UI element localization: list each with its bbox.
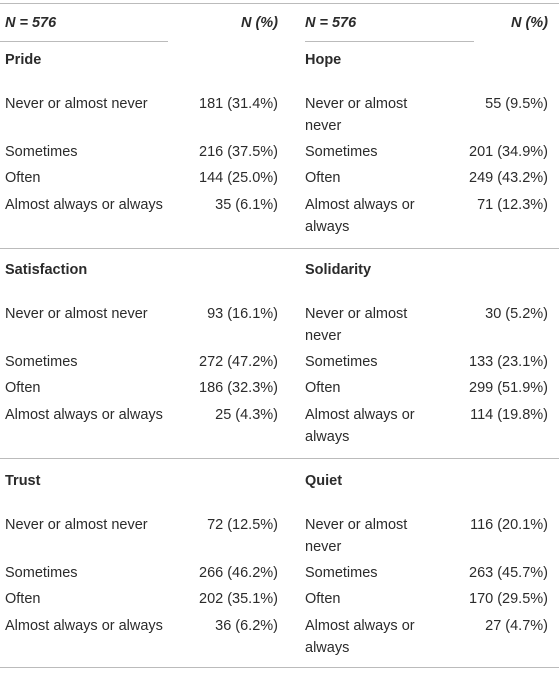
row-label: Sometimes bbox=[5, 354, 78, 370]
section-title: Hope bbox=[305, 52, 342, 68]
row-value: 30 (5.2%) bbox=[485, 306, 548, 322]
row-label: Often bbox=[5, 380, 41, 396]
row-label: Never or almost never bbox=[305, 517, 408, 555]
row-value: 201 (34.9%) bbox=[469, 144, 548, 160]
row-value: 181 (31.4%) bbox=[199, 96, 278, 112]
row-label: Sometimes bbox=[305, 144, 378, 160]
row-label: Almost always or always bbox=[305, 618, 415, 656]
section-title: Quiet bbox=[305, 473, 343, 489]
row-value: 299 (51.9%) bbox=[469, 380, 548, 396]
row-label: Never or almost never bbox=[5, 96, 148, 112]
row-value: 249 (43.2%) bbox=[469, 170, 548, 186]
row-label: Almost always or always bbox=[305, 197, 415, 235]
row-value: 133 (23.1%) bbox=[469, 354, 548, 370]
row-label: Almost always or always bbox=[305, 407, 415, 445]
row-value: 266 (46.2%) bbox=[199, 565, 278, 581]
header-cell: N = 576 bbox=[305, 15, 357, 31]
header-cell: N (%) bbox=[240, 15, 278, 31]
section-title: Solidarity bbox=[305, 262, 372, 278]
row-value: 114 (19.8%) bbox=[470, 407, 548, 423]
header-cell: N = 576 bbox=[5, 15, 57, 31]
row-label: Never or almost never bbox=[305, 96, 408, 134]
rule bbox=[0, 458, 559, 459]
row-value: 116 (20.1%) bbox=[470, 517, 548, 533]
row-value: 71 (12.3%) bbox=[477, 197, 548, 213]
section-title: Pride bbox=[5, 52, 42, 68]
row-label: Never or almost never bbox=[5, 517, 148, 533]
rule bbox=[0, 3, 559, 4]
row-value: 55 (9.5%) bbox=[485, 96, 548, 112]
row-value: 202 (35.1%) bbox=[199, 591, 278, 607]
row-value: 72 (12.5%) bbox=[207, 517, 278, 533]
row-label: Almost always or always bbox=[5, 407, 163, 423]
row-label: Sometimes bbox=[305, 354, 378, 370]
header-cell: N (%) bbox=[510, 15, 548, 31]
row-value: 186 (32.3%) bbox=[199, 380, 278, 396]
row-label: Often bbox=[305, 380, 341, 396]
row-value: 170 (29.5%) bbox=[469, 591, 548, 607]
row-value: 27 (4.7%) bbox=[485, 618, 548, 634]
rule bbox=[305, 41, 474, 42]
rule bbox=[0, 248, 559, 249]
row-label: Sometimes bbox=[5, 565, 78, 581]
row-label: Sometimes bbox=[305, 565, 378, 581]
row-value: 25 (4.3%) bbox=[215, 407, 278, 423]
section-title: Trust bbox=[5, 473, 41, 489]
row-label: Often bbox=[305, 170, 341, 186]
row-value: 263 (45.7%) bbox=[469, 565, 548, 581]
row-value: 35 (6.1%) bbox=[215, 197, 278, 213]
section-title: Satisfaction bbox=[5, 262, 88, 278]
row-label: Often bbox=[5, 170, 41, 186]
rule bbox=[0, 41, 168, 42]
row-label: Never or almost never bbox=[305, 306, 408, 344]
row-value: 216 (37.5%) bbox=[199, 144, 278, 160]
row-label: Often bbox=[5, 591, 41, 607]
rule bbox=[0, 667, 559, 668]
row-label: Almost always or always bbox=[5, 197, 163, 213]
row-label: Almost always or always bbox=[5, 618, 163, 634]
row-label: Often bbox=[305, 591, 341, 607]
row-value: 36 (6.2%) bbox=[215, 618, 278, 634]
row-value: 144 (25.0%) bbox=[199, 170, 278, 186]
row-label: Sometimes bbox=[5, 144, 78, 160]
row-value: 272 (47.2%) bbox=[199, 354, 278, 370]
row-value: 93 (16.1%) bbox=[207, 306, 278, 322]
row-label: Never or almost never bbox=[5, 306, 148, 322]
